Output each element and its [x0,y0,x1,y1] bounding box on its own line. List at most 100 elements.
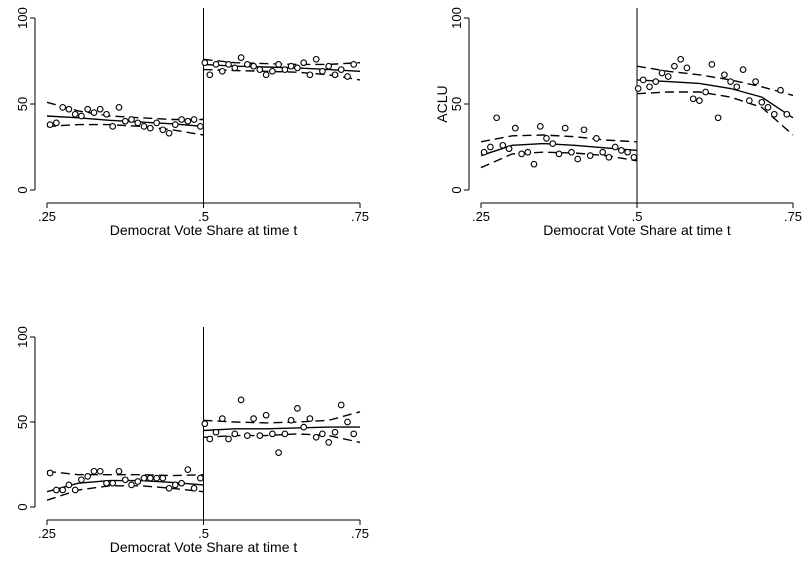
x-tick-label: .25 [38,526,56,541]
data-point [121,476,129,484]
data-point [78,476,85,484]
data-point [59,104,67,111]
data-point [218,67,226,75]
data-point [115,467,123,475]
x-tick-label: .5 [198,526,209,541]
data-point [337,401,345,409]
data-point [696,97,703,104]
data-point [153,474,160,482]
y-tick-label: 100 [15,7,30,29]
data-point [46,469,54,477]
data-point [618,147,625,154]
ci-upper-right-line [203,411,361,424]
data-point [159,126,167,134]
ci-upper-left-line [480,134,638,143]
data-point [294,405,301,412]
y-tick-label: 0 [449,186,464,193]
data-point [306,71,314,79]
data-point [300,423,308,431]
data-point [337,66,345,73]
data-point [212,428,220,436]
data-point [727,78,734,85]
chart-panel-2: 0 50 100 .25 .5 .75 Democrat Vote Share at tim… [434,7,802,238]
data-point [262,411,270,419]
data-point [319,67,326,75]
data-point [555,150,563,158]
data-point [256,66,264,73]
data-point [197,474,204,482]
x-tick-label: .75 [784,209,802,224]
data-point [493,114,500,122]
ci-upper-left-line [46,101,204,121]
data-point [630,153,638,161]
data-point [84,105,92,113]
ci-lower-left-line [46,485,204,501]
data-point [739,66,747,73]
data-point [275,449,282,456]
data-point [103,110,110,118]
data-point [331,71,339,79]
data-point [159,474,167,482]
data-point [325,62,333,70]
data-point [90,109,98,116]
data-point [611,143,619,151]
data-point [652,78,660,85]
data-point [256,432,264,439]
data-point [109,479,117,487]
x-axis-label: Democrat Vote Share at time t [110,539,298,555]
data-point [128,481,135,489]
data-point [84,473,92,480]
data-point [71,486,79,494]
data-point [96,105,104,113]
y-tick-label: 0 [15,186,30,193]
data-point [190,116,198,123]
data-point [269,67,276,75]
data-point [764,104,772,111]
ci-upper-right-line [636,65,794,97]
data-point [237,54,245,61]
ci-upper-left-line [46,470,204,477]
data-point [128,116,135,123]
data-point [250,62,257,70]
data-point [46,121,54,128]
data-point [561,124,569,132]
data-point [140,474,148,482]
data-point [714,114,722,122]
data-point [505,145,513,153]
data-point [344,418,351,426]
data-point [543,135,550,142]
data-point [212,61,220,68]
data-point [90,467,98,475]
data-point [639,76,647,84]
data-point [758,98,766,106]
data-point [605,153,613,161]
data-point [225,61,232,68]
y-axis-label: ACLU [434,85,450,122]
x-tick-label: .5 [632,209,643,224]
data-point [243,61,251,68]
data-point [599,148,607,156]
data-point [770,110,778,118]
fit-right-line [636,79,794,119]
data-point [677,55,685,63]
data-point [115,104,123,111]
data-point [287,62,295,70]
data-point [634,85,642,92]
data-point [231,430,239,438]
data-point [165,129,173,137]
data-point [325,439,333,446]
data-point [689,95,697,103]
data-point [178,116,185,123]
data-point [225,435,232,443]
y-tick-label: 50 [15,415,30,429]
chart-panel-3: 0 50 100 .25 .5 .75 Democrat Vote Share at tim… [15,326,369,555]
data-point [218,415,226,422]
x-tick-label: .75 [351,526,369,541]
data-point [586,152,594,159]
data-point [331,428,339,436]
data-point [593,135,600,142]
x-tick-label: .25 [472,209,490,224]
data-point [646,83,653,91]
data-point [53,119,60,127]
x-axis-label: Democrat Vote Share at time t [543,222,731,238]
